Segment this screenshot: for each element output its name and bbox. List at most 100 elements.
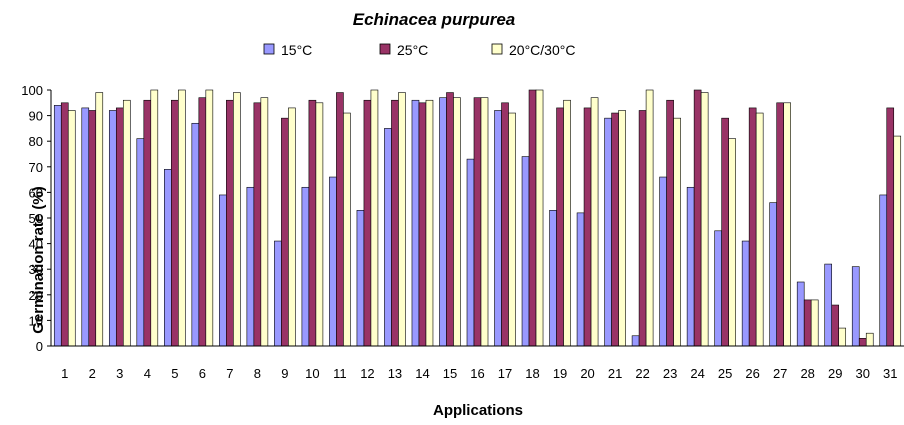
- y-axis-title: Germination rate (%): [30, 186, 47, 334]
- bar-series-0-cat-11: [329, 176, 337, 347]
- bar-series-2-cat-20: [590, 97, 599, 347]
- bar-series-0-cat-1: [53, 105, 62, 347]
- x-tick-label: 16: [470, 366, 484, 381]
- bar-series-2-cat-2: [95, 92, 104, 347]
- x-tick-label: 7: [226, 366, 233, 381]
- x-tick-label: 22: [635, 366, 649, 381]
- bar-series-1-cat-16: [473, 97, 482, 347]
- bar-series-1-cat-24: [693, 89, 702, 347]
- bar-series-0-cat-24: [686, 186, 695, 347]
- legend: 15°C 25°C 20°C/30°C: [263, 42, 575, 58]
- legend-label-2: 20°C/30°C: [509, 42, 575, 58]
- bar-series-0-cat-14: [411, 99, 420, 347]
- bar-series-0-cat-31: [879, 194, 888, 347]
- bar-series-1-cat-18: [528, 89, 537, 347]
- bar-series-1-cat-12: [363, 99, 372, 347]
- bar-series-2-cat-16: [480, 97, 489, 347]
- x-tick-label: 18: [525, 366, 539, 381]
- y-tick-label: 40: [29, 237, 43, 252]
- bar-series-0-cat-3: [108, 110, 117, 347]
- x-tick-label: 30: [855, 366, 869, 381]
- bar-series-1-cat-13: [391, 99, 399, 347]
- bar-series-1-cat-17: [501, 102, 509, 347]
- bar-series-0-cat-27: [769, 202, 777, 347]
- bar-series-2-cat-23: [673, 117, 681, 347]
- bar-series-2-cat-10: [315, 102, 324, 347]
- bar-series-0-cat-13: [384, 128, 392, 347]
- bar-series-0-cat-16: [466, 158, 475, 347]
- x-axis-title: Applications: [433, 402, 523, 419]
- bar-series-2-cat-13: [398, 92, 406, 347]
- bar-series-0-cat-22: [631, 335, 640, 347]
- x-tick-label: 10: [305, 366, 319, 381]
- bar-series-1-cat-30: [858, 338, 867, 347]
- bar-series-1-cat-28: [803, 299, 812, 347]
- bar-series-2-cat-18: [535, 89, 544, 347]
- bar-series-0-cat-8: [246, 186, 255, 347]
- bar-series-2-cat-22: [645, 89, 654, 347]
- bar-series-0-cat-6: [191, 122, 200, 347]
- bar-series-2-cat-4: [150, 89, 159, 347]
- bar-series-1-cat-21: [611, 112, 619, 347]
- bar-series-2-cat-17: [508, 112, 516, 347]
- bar-series-2-cat-26: [755, 112, 764, 347]
- bar-series-0-cat-18: [521, 156, 530, 347]
- x-tick-label: 14: [415, 366, 429, 381]
- bar-series-1-cat-31: [886, 107, 895, 347]
- legend-label-0: 15°C: [281, 42, 312, 58]
- bar-series-0-cat-5: [164, 169, 172, 347]
- y-tick-label: 100: [21, 83, 43, 98]
- chart-title: Echinacea purpurea: [353, 10, 516, 29]
- bar-series-2-cat-25: [728, 138, 736, 347]
- bar-series-2-cat-30: [865, 332, 874, 347]
- x-tick-label: 1: [61, 366, 68, 381]
- bar-series-2-cat-27: [783, 102, 791, 347]
- bar-series-1-cat-7: [226, 99, 234, 347]
- bar-series-0-cat-19: [549, 210, 557, 347]
- x-tick-label: 21: [608, 366, 622, 381]
- bar-series-1-cat-29: [831, 304, 840, 347]
- bar-series-1-cat-23: [666, 99, 674, 347]
- x-tick-label: 6: [199, 366, 206, 381]
- y-tick-label: 20: [29, 288, 43, 303]
- y-tick-label: 10: [29, 313, 43, 328]
- y-tick-label: 80: [29, 134, 43, 149]
- bar-series-0-cat-25: [714, 230, 722, 347]
- bar-series-2-cat-15: [453, 97, 461, 347]
- bar-series-1-cat-9: [281, 117, 289, 347]
- x-tick-label: 24: [690, 366, 704, 381]
- bar-series-1-cat-4: [143, 99, 152, 347]
- bar-series-0-cat-26: [741, 240, 750, 347]
- bar-series-1-cat-25: [721, 117, 729, 347]
- x-tick-label: 23: [663, 366, 677, 381]
- bar-series-0-cat-21: [604, 117, 612, 347]
- legend-swatch-0: [263, 43, 275, 55]
- x-tick-label: 31: [883, 366, 897, 381]
- bar-series-0-cat-12: [356, 210, 365, 347]
- legend-label-1: 25°C: [397, 42, 428, 58]
- bar-series-0-cat-20: [576, 212, 585, 347]
- x-tick-label: 15: [443, 366, 457, 381]
- bar-series-1-cat-3: [115, 107, 124, 347]
- bar-series-0-cat-30: [851, 266, 860, 347]
- y-tick-label: 30: [29, 262, 43, 277]
- bar-series-2-cat-5: [178, 89, 186, 347]
- bar-series-1-cat-15: [446, 92, 454, 347]
- bar-series-2-cat-3: [122, 99, 131, 347]
- bar-series-0-cat-10: [301, 186, 310, 347]
- bar-series-1-cat-19: [556, 107, 564, 347]
- bar-series-0-cat-29: [824, 263, 833, 347]
- y-tick-label: 50: [29, 211, 43, 226]
- bar-series-1-cat-8: [253, 102, 262, 347]
- bar-series-2-cat-12: [370, 89, 379, 347]
- bar-series-2-cat-7: [233, 92, 241, 347]
- x-tick-label: 3: [116, 366, 123, 381]
- bar-series-2-cat-19: [563, 99, 571, 347]
- bar-series-1-cat-27: [776, 102, 784, 347]
- y-tick-label: 0: [36, 339, 43, 354]
- bar-series-1-cat-22: [638, 110, 647, 347]
- bar-series-1-cat-20: [583, 107, 592, 347]
- x-tick-label: 5: [171, 366, 178, 381]
